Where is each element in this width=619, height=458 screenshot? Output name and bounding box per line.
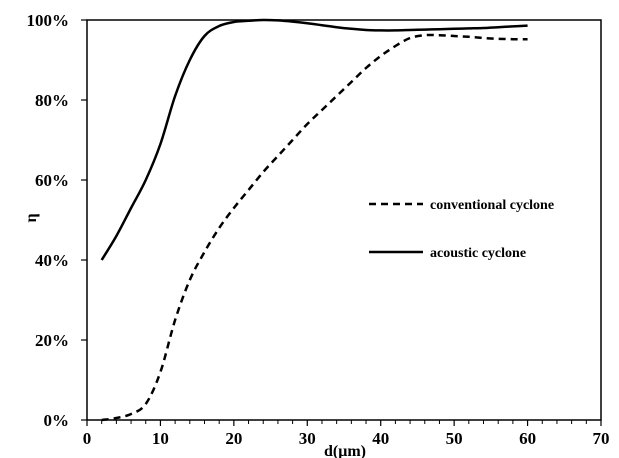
plot-frame xyxy=(86,19,602,421)
x-tick-label: 70 xyxy=(593,429,610,448)
series-line-acoustic-cyclone xyxy=(100,18,528,261)
legend-label: acoustic cyclone xyxy=(430,246,526,261)
y-tick-label: 100% xyxy=(27,11,70,30)
y-tick-label: 0% xyxy=(44,411,70,430)
x-tick-label: 10 xyxy=(152,429,169,448)
series-line-conventional-cyclone xyxy=(101,33,528,422)
legend-label: conventional cyclone xyxy=(430,198,554,213)
series-layer xyxy=(100,18,528,422)
legend: conventional cyclone acoustic cyclone xyxy=(369,198,554,261)
y-axis-label: η xyxy=(23,213,40,222)
x-tick-label: 0 xyxy=(83,429,92,448)
axes: 0 10 20 30 40 50 60 70 0% 20% 40% 60% 80% 100% xyxy=(27,11,610,448)
y-tick-label: 20% xyxy=(35,331,69,350)
y-tick-label: 40% xyxy=(35,251,69,270)
y-tick-label: 60% xyxy=(35,171,69,190)
x-tick-label: 40 xyxy=(372,429,389,448)
x-tick-label: 20 xyxy=(225,429,242,448)
x-tick-label: 30 xyxy=(299,429,316,448)
x-axis-label: d(μm) xyxy=(324,443,366,458)
y-tick-label: 80% xyxy=(35,91,69,110)
x-tick-label: 50 xyxy=(446,429,463,448)
x-tick-label: 60 xyxy=(519,429,536,448)
